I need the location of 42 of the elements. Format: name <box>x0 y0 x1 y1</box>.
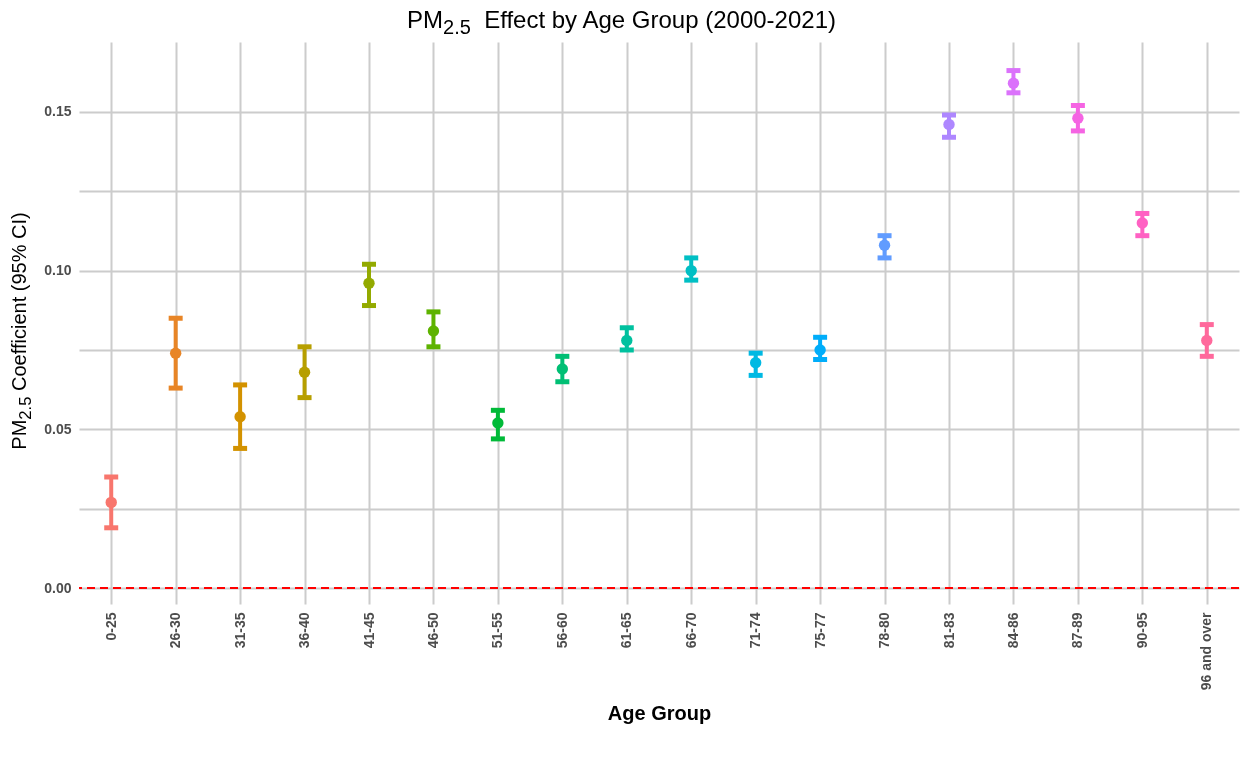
x-tick-label: 41-45 <box>360 612 377 649</box>
x-tick-label: 71-74 <box>747 612 764 649</box>
x-tick-label: 87-89 <box>1069 612 1086 649</box>
x-tick-label: 61-65 <box>618 612 635 649</box>
point <box>1072 112 1084 124</box>
point <box>363 277 375 289</box>
y-tick-label: 0.15 <box>44 103 72 120</box>
y-tick-label: 0.10 <box>44 262 72 279</box>
x-tick-label: 46-50 <box>424 612 441 649</box>
point <box>234 410 246 423</box>
point <box>169 347 182 359</box>
x-tick-label: 90-95 <box>1133 612 1150 649</box>
point <box>814 344 826 356</box>
point <box>878 239 891 251</box>
y-tick-label: 0.00 <box>44 579 72 596</box>
point <box>1201 334 1213 347</box>
x-tick-label: 31-35 <box>231 612 248 649</box>
x-axis-title: Age Group <box>607 702 712 725</box>
point <box>298 366 311 378</box>
point <box>427 325 440 337</box>
point <box>492 417 504 429</box>
y-tick-label: 0.05 <box>44 420 72 437</box>
x-tick-label: 81-83 <box>940 612 957 649</box>
x-tick-label: 51-55 <box>489 612 506 649</box>
point <box>621 334 633 347</box>
x-tick-label: 26-30 <box>167 612 184 649</box>
x-tick-label: 0-25 <box>102 612 119 641</box>
x-tick-label: 36-40 <box>296 612 313 649</box>
point <box>1007 77 1020 89</box>
point <box>556 363 569 375</box>
point <box>1136 217 1149 229</box>
chart-title: PM$_{2.5}$ Effect by Age Group (2000-2021) <box>406 6 837 39</box>
x-tick-label: 66-70 <box>682 612 699 649</box>
point <box>685 264 697 277</box>
x-tick-label: 84-86 <box>1004 612 1021 649</box>
point <box>749 357 762 369</box>
point <box>943 118 955 131</box>
x-tick-label: 96 and over <box>1198 611 1215 691</box>
point <box>105 496 117 509</box>
x-tick-label: 78-80 <box>876 612 893 649</box>
x-tick-label: 75-77 <box>811 612 828 649</box>
x-tick-label: 56-60 <box>553 612 570 649</box>
